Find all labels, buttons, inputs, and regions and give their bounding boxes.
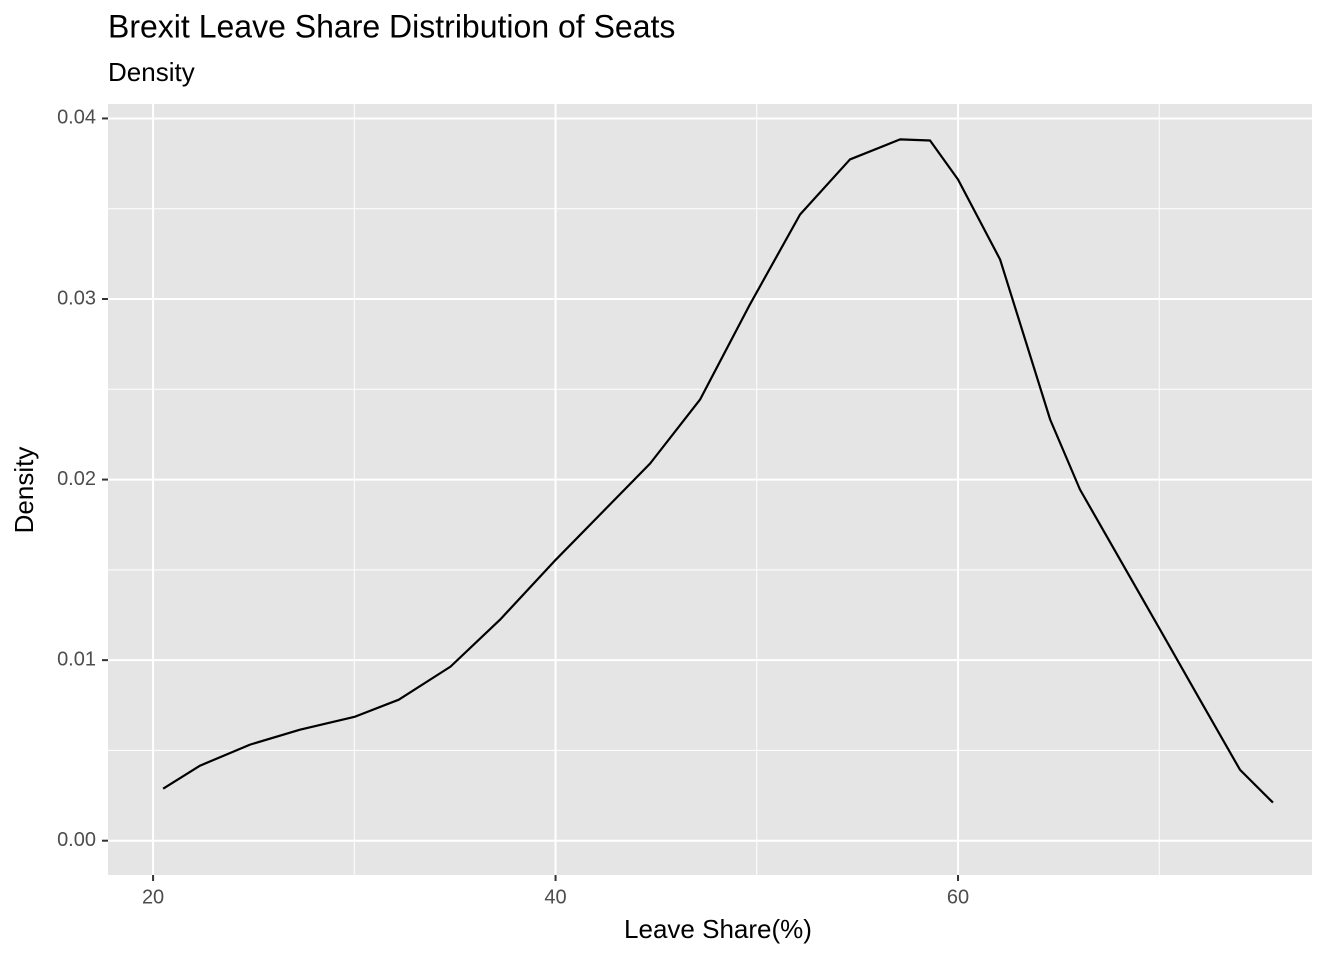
y-tick-label: 0.00 [57, 829, 96, 851]
density-line [162, 138, 1274, 804]
y-tick-label: 0.04 [57, 107, 96, 129]
y-axis-title: Density [9, 447, 39, 534]
y-tick-label: 0.01 [57, 648, 96, 670]
chart-subtitle: Density [108, 57, 195, 87]
y-tick-label: 0.03 [57, 287, 96, 309]
chart-title: Brexit Leave Share Distribution of Seats [108, 8, 675, 44]
y-tick-label: 0.02 [57, 468, 96, 490]
x-tick-label: 60 [947, 886, 969, 908]
x-tick-label: 20 [142, 886, 164, 908]
x-axis-title: Leave Share(%) [624, 914, 812, 944]
plot-panel [108, 104, 1312, 875]
x-tick-label: 40 [544, 886, 566, 908]
